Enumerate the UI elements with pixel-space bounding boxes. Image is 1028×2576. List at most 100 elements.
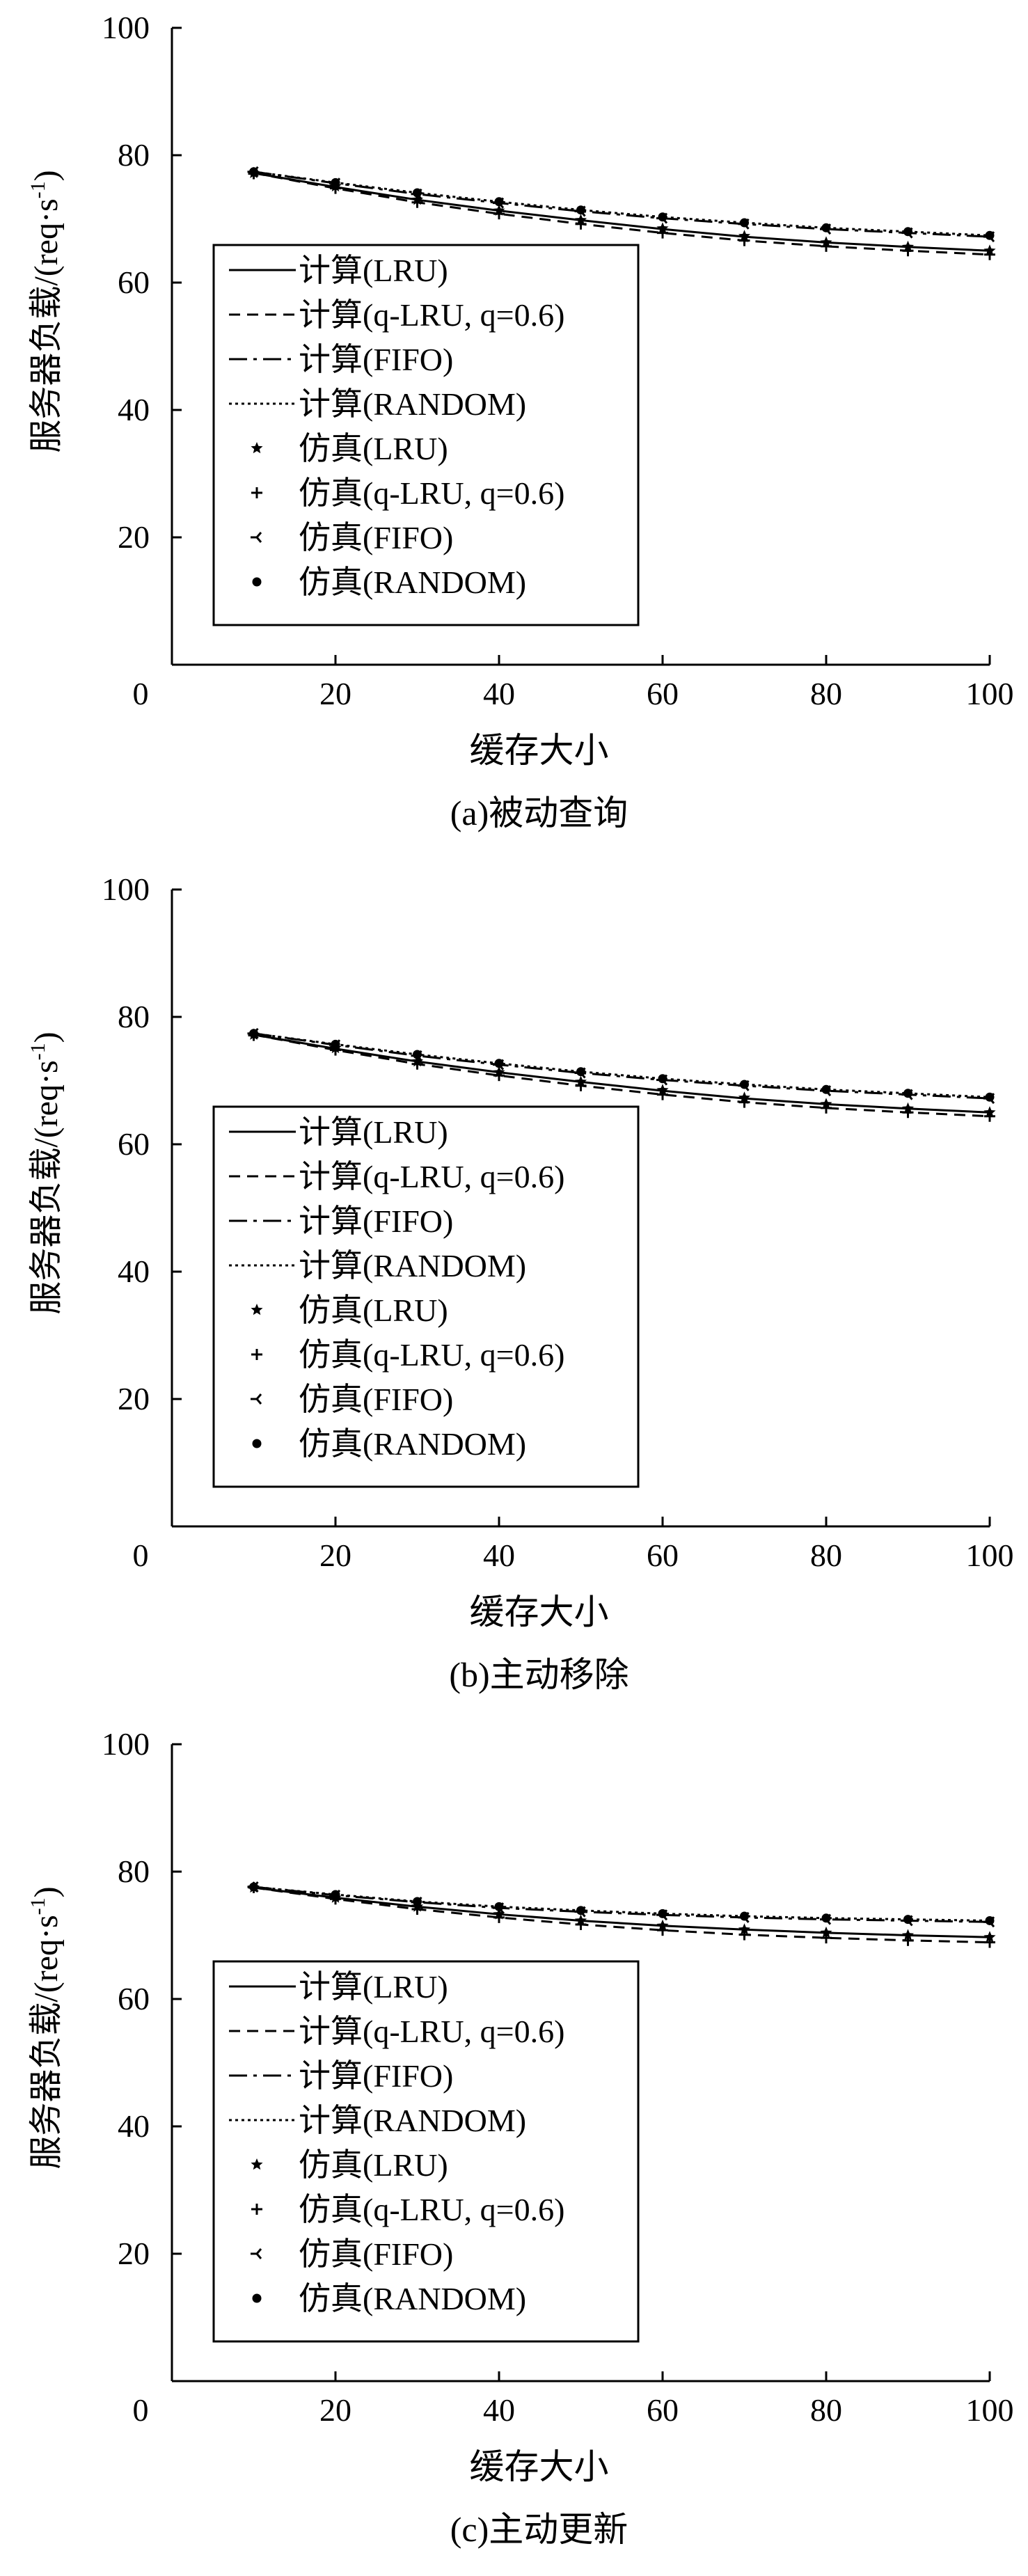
x-tick-label: 40 (483, 676, 515, 711)
legend-label: 计算(LRU) (299, 1114, 448, 1150)
legend-box (212, 1105, 640, 1488)
data-point (493, 208, 505, 220)
y-axis-label-close: ) (28, 1886, 65, 1897)
x-tick-label: 20 (319, 2392, 351, 2428)
data-point (821, 1102, 832, 1114)
data-point (821, 1932, 832, 1944)
series-line (253, 1032, 990, 1100)
y-tick-label: 20 (118, 1381, 150, 1416)
legend-marker (251, 442, 263, 454)
data-point (494, 1902, 504, 1911)
series-line (253, 1886, 990, 1922)
data-point (740, 218, 749, 228)
legend-label: 计算(FIFO) (299, 1203, 453, 1239)
series-line (253, 1886, 990, 1938)
chart-panel: 0 20 40 60 80 100 20 40 60 80 100 缓存大小 服务器负载/(req·s-… (26, 10, 1014, 832)
legend-label: 计算(LRU) (299, 253, 448, 288)
legend-marker (251, 2204, 262, 2215)
data-point (902, 1107, 914, 1119)
x-tick-label: 40 (483, 2392, 515, 2428)
data-point (902, 1934, 914, 1946)
x-tick-label: 0 (133, 1538, 149, 1573)
x-tick-label: 0 (133, 2392, 149, 2428)
x-tick-label: 60 (647, 2392, 679, 2428)
data-point (576, 1906, 585, 1915)
y-axis-label-sup: -1 (26, 181, 49, 198)
data-point (738, 1096, 750, 1108)
legend-label: 计算(FIFO) (299, 2058, 453, 2094)
data-point (575, 1080, 587, 1091)
legend-marker (252, 577, 262, 587)
data-point (821, 1913, 831, 1923)
series-line (253, 171, 990, 238)
data-point (657, 1925, 668, 1936)
data-point (411, 196, 423, 208)
chart-panel: 0 20 40 60 80 100 20 40 60 80 100 缓存大小 服务器负载/(req·s-… (26, 1726, 1014, 2549)
data-point (576, 1067, 585, 1077)
y-tick-label: 60 (118, 1981, 150, 2016)
x-axis-label: 缓存大小 (470, 1593, 609, 1631)
x-axis-label: 缓存大小 (470, 731, 609, 770)
data-point (658, 1909, 667, 1918)
data-point (984, 1936, 995, 1948)
x-tick-label: 80 (810, 2392, 842, 2428)
legend-label: 仿真(LRU) (299, 2147, 448, 2183)
legend-marker (251, 487, 262, 498)
legend-marker (251, 1304, 263, 1315)
x-axis-label: 缓存大小 (470, 2447, 609, 2486)
data-point (983, 1931, 996, 1943)
data-point (411, 1058, 423, 1070)
data-point (738, 1923, 751, 1935)
y-tick-label: 40 (118, 392, 150, 427)
data-point (575, 218, 587, 230)
x-tick-label: 60 (647, 676, 679, 711)
legend-marker (251, 532, 262, 543)
data-point (658, 1074, 667, 1084)
data-point (903, 1089, 912, 1098)
y-axis-label: 服务器负载/(req·s-1) (26, 1032, 65, 1314)
data-point (821, 240, 832, 252)
legend-marker (251, 1393, 262, 1405)
data-point (740, 1911, 749, 1921)
data-point (738, 1929, 750, 1941)
y-axis-label: 服务器负载/(req·s-1) (26, 1886, 65, 2169)
x-tick-label: 80 (810, 676, 842, 711)
data-point (413, 188, 422, 198)
legend-label: 计算(LRU) (299, 1969, 448, 2005)
series-line (253, 1886, 990, 1944)
data-point (331, 1890, 340, 1899)
series-line (253, 172, 990, 252)
legend-marker (252, 1439, 262, 1448)
x-tick-label: 100 (966, 2392, 1014, 2428)
legend-label: 计算(RANDOM) (299, 386, 526, 422)
legend-label: 计算(RANDOM) (299, 1248, 526, 1283)
y-tick-label: 80 (118, 1854, 150, 1889)
data-point (493, 1911, 505, 1923)
legend-label: 计算(q-LRU, q=0.6) (299, 2014, 564, 2049)
data-point (413, 1897, 422, 1906)
data-point (331, 1039, 340, 1049)
data-point (985, 1092, 995, 1102)
legend-label: 计算(RANDOM) (299, 2103, 526, 2138)
legend-marker (251, 2248, 262, 2259)
chart-caption: (c)主动更新 (450, 2510, 628, 2549)
chart-caption: (b)主动移除 (449, 1655, 628, 1694)
y-axis-label-close: ) (28, 170, 65, 181)
data-point (657, 227, 668, 239)
y-tick-label: 100 (102, 10, 150, 45)
legend-label: 仿真(q-LRU, q=0.6) (299, 1337, 564, 1373)
data-point (493, 1070, 505, 1082)
data-point (331, 177, 340, 187)
chart-caption: (a)被动查询 (450, 793, 628, 832)
data-point (249, 167, 258, 177)
data-point (740, 1080, 749, 1089)
data-point (494, 197, 504, 207)
data-point (821, 223, 831, 232)
legend-label: 仿真(RANDOM) (299, 2281, 526, 2316)
series-line (253, 1886, 990, 1923)
x-tick-label: 0 (133, 676, 149, 711)
data-point (984, 1110, 995, 1122)
data-point (738, 235, 750, 246)
legend-label: 仿真(LRU) (299, 431, 448, 466)
